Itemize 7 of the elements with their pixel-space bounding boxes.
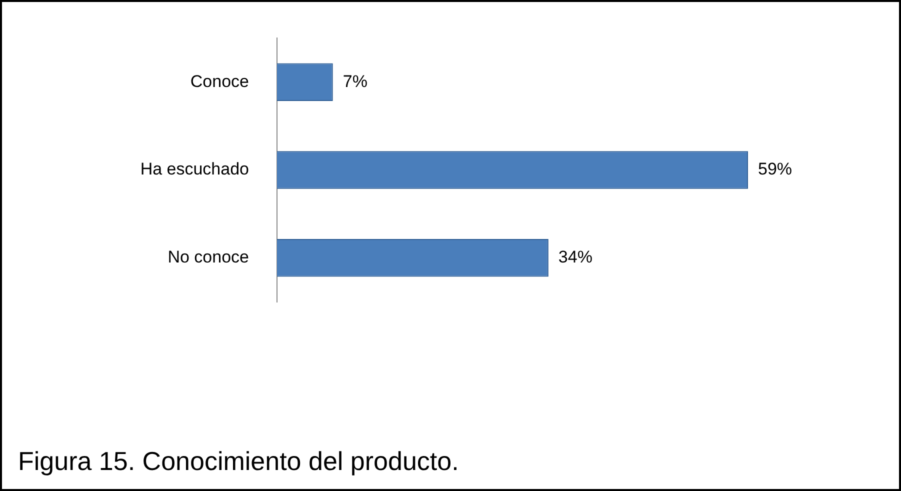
text: Figura 15. Conocimiento del producto. [18,446,459,477]
y-tick-label: Conoce [190,72,249,91]
data-label: 7% [342,72,368,91]
y-tick-label: Ha escuchado [140,160,249,179]
y-tick-label: No conoce [168,248,249,267]
data-label: 34% [558,248,592,267]
data-label: 59% [758,160,792,179]
